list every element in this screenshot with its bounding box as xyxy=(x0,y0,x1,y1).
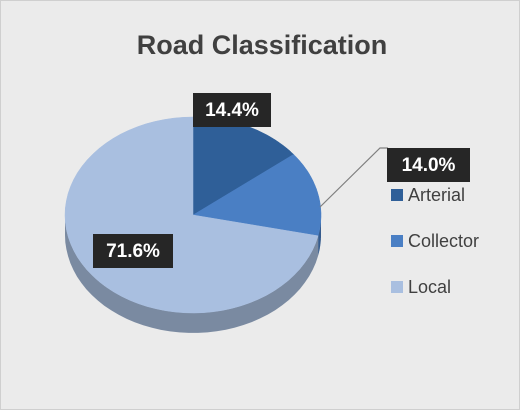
data-label-box xyxy=(193,93,271,127)
legend-label: Collector xyxy=(408,231,479,251)
data-label: 71.6% xyxy=(106,241,160,262)
legend-label: Local xyxy=(408,277,451,297)
legend-swatch xyxy=(391,235,403,247)
pie-slice-side xyxy=(65,215,319,333)
chart-title: Road Classification xyxy=(137,30,388,60)
pie-slice xyxy=(192,154,322,237)
data-label: 14.4% xyxy=(205,100,259,121)
data-label: 14.0% xyxy=(402,155,456,176)
legend-label: Arterial xyxy=(408,185,465,205)
leader-line xyxy=(319,147,388,208)
legend-swatch xyxy=(391,281,403,293)
legend-swatch xyxy=(391,189,403,201)
pie-slice-side xyxy=(318,215,321,256)
data-label-box xyxy=(387,148,470,182)
data-label-box xyxy=(93,234,173,268)
